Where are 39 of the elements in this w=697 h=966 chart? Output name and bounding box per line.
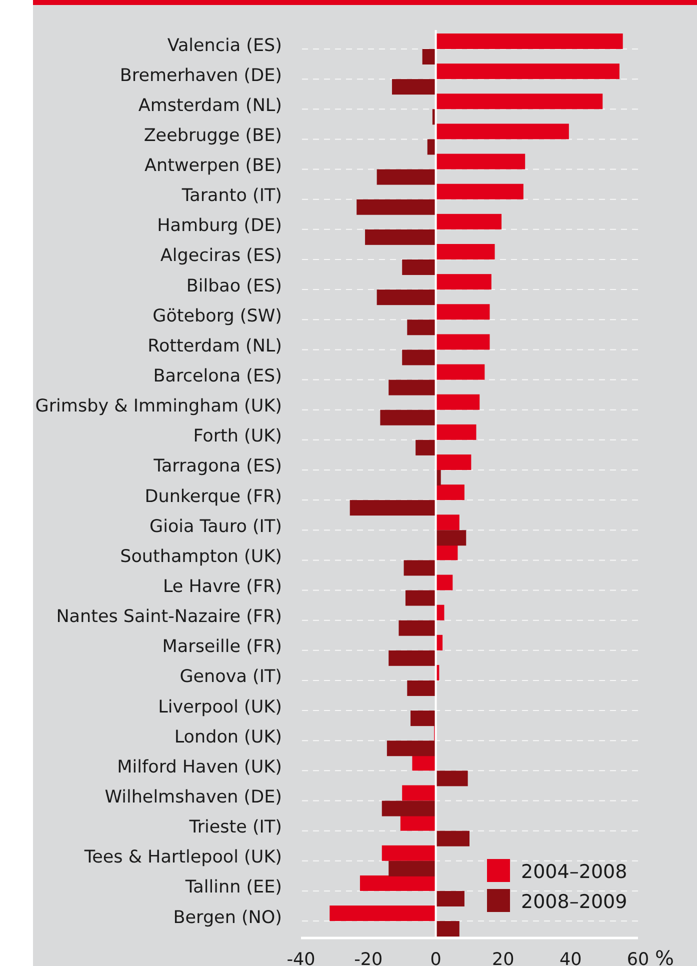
y-tick-label: Tarragona (ES) bbox=[152, 456, 282, 477]
y-tick-label: Göteborg (SW) bbox=[152, 306, 282, 326]
y-tick-label: Wilhelmshaven (DE) bbox=[104, 788, 282, 808]
y-tick-label: Algeciras (ES) bbox=[160, 246, 282, 266]
x-tick-label: -20 bbox=[354, 950, 383, 966]
y-tick-label: Southampton (UK) bbox=[120, 546, 282, 567]
x-tick-label: 60 bbox=[626, 950, 650, 966]
y-tick-label: Hamburg (DE) bbox=[157, 216, 282, 236]
legend-label: 2004–2008 bbox=[521, 861, 628, 883]
y-tick-label: Bremerhaven (DE) bbox=[120, 66, 282, 86]
y-tick-label: Grimsby & Immingham (UK) bbox=[35, 396, 282, 417]
y-tick-label: Tallinn (EE) bbox=[184, 878, 282, 898]
x-axis-title: % bbox=[655, 946, 674, 966]
x-tick-label: -40 bbox=[286, 950, 316, 966]
y-tick-label: Bilbao (ES) bbox=[186, 276, 282, 296]
x-tick-label: 20 bbox=[492, 950, 514, 966]
y-tick-label: Forth (UK) bbox=[193, 426, 282, 447]
y-tick-label: London (UK) bbox=[174, 727, 282, 748]
y-tick-label: Tees & Hartlepool (UK) bbox=[83, 848, 282, 868]
y-tick-label: Nantes Saint-Nazaire (FR) bbox=[56, 607, 282, 628]
y-tick-label: Zeebrugge (BE) bbox=[144, 126, 282, 146]
y-tick-label: Milford Haven (UK) bbox=[117, 757, 282, 778]
x-tick-label: 40 bbox=[559, 950, 582, 966]
y-tick-label: Rotterdam (NL) bbox=[148, 336, 282, 356]
y-tick-label: Liverpool (UK) bbox=[158, 697, 282, 718]
y-tick-label: Bergen (NO) bbox=[173, 908, 282, 928]
y-tick-label: Marseille (FR) bbox=[162, 637, 282, 658]
y-tick-label: Antwerpen (BE) bbox=[144, 156, 282, 176]
y-tick-label: Barcelona (ES) bbox=[153, 366, 282, 387]
y-tick-label: Genova (IT) bbox=[180, 667, 282, 688]
y-tick-label: Amsterdam (NL) bbox=[138, 96, 282, 116]
x-tick-label: 0 bbox=[430, 950, 442, 966]
y-tick-label: Taranto (IT) bbox=[180, 186, 282, 206]
y-tick-label: Gioia Tauro (IT) bbox=[150, 516, 282, 537]
y-tick-label: Le Havre (FR) bbox=[162, 577, 282, 598]
y-tick-label: Trieste (IT) bbox=[188, 818, 282, 838]
legend-label: 2008–2009 bbox=[521, 891, 628, 913]
y-tick-label: Dunkerque (FR) bbox=[144, 486, 282, 507]
y-tick-label: Valencia (ES) bbox=[167, 36, 282, 56]
